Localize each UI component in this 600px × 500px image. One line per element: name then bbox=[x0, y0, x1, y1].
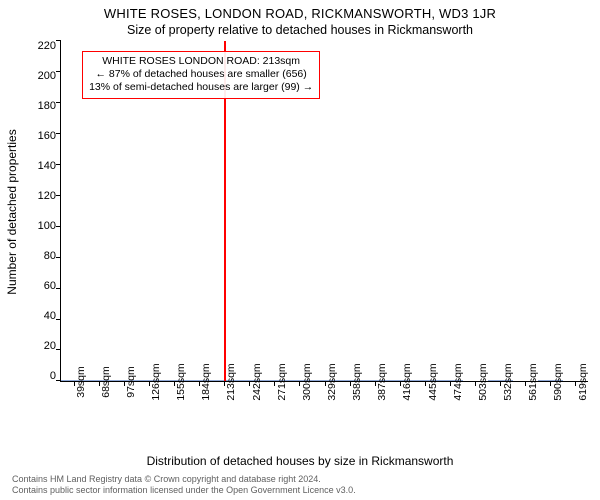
x-tick-label: 619sqm bbox=[575, 364, 589, 401]
footer-line-2: Contains public sector information licen… bbox=[12, 485, 588, 496]
x-tick-slot: 271sqm bbox=[261, 382, 286, 418]
y-tick-mark bbox=[56, 380, 61, 381]
y-tick-label: 220 bbox=[30, 41, 60, 52]
plot-area: WHITE ROSES LONDON ROAD: 213sqm← 87% of … bbox=[60, 41, 588, 382]
y-tick-label: 20 bbox=[30, 341, 60, 352]
x-tick-slot: 387sqm bbox=[362, 382, 387, 418]
footer-line-1: Contains HM Land Registry data © Crown c… bbox=[12, 474, 588, 485]
x-axis-ticks: 39sqm68sqm97sqm126sqm155sqm184sqm213sqm2… bbox=[60, 382, 588, 418]
y-tick-label: 120 bbox=[30, 191, 60, 202]
y-tick-label: 200 bbox=[30, 71, 60, 82]
x-tick-slot: 329sqm bbox=[311, 382, 336, 418]
y-tick-mark bbox=[56, 102, 61, 103]
annotation-line: ← 87% of detached houses are smaller (65… bbox=[89, 68, 313, 81]
x-tick-slot: 503sqm bbox=[462, 382, 487, 418]
annotation-line: 13% of semi-detached houses are larger (… bbox=[89, 81, 313, 94]
x-tick-slot: 97sqm bbox=[110, 382, 135, 418]
y-tick-mark bbox=[56, 133, 61, 134]
y-tick-label: 40 bbox=[30, 311, 60, 322]
x-tick-slot: 39sqm bbox=[60, 382, 85, 418]
y-axis-ticks: 020406080100120140160180200220 bbox=[30, 41, 60, 382]
y-axis-label: Number of detached properties bbox=[5, 129, 19, 294]
y-tick-mark bbox=[56, 40, 61, 41]
y-tick-label: 140 bbox=[30, 161, 60, 172]
x-tick-slot: 358sqm bbox=[337, 382, 362, 418]
x-tick-slot: 416sqm bbox=[387, 382, 412, 418]
y-tick-mark bbox=[56, 349, 61, 350]
y-tick-mark bbox=[56, 71, 61, 72]
chart-container: WHITE ROSES, LONDON ROAD, RICKMANSWORTH,… bbox=[0, 0, 600, 500]
annotation-box: WHITE ROSES LONDON ROAD: 213sqm← 87% of … bbox=[82, 51, 320, 98]
x-tick-slot: 184sqm bbox=[186, 382, 211, 418]
x-tick-slot: 155sqm bbox=[161, 382, 186, 418]
x-tick-slot: 590sqm bbox=[538, 382, 563, 418]
x-tick-slot: 561sqm bbox=[513, 382, 538, 418]
x-tick-slot: 619sqm bbox=[563, 382, 588, 418]
y-tick-mark bbox=[56, 257, 61, 258]
x-tick-slot: 242sqm bbox=[236, 382, 261, 418]
y-tick-mark bbox=[56, 288, 61, 289]
x-tick-slot: 126sqm bbox=[135, 382, 160, 418]
y-tick-mark bbox=[56, 319, 61, 320]
y-tick-mark bbox=[56, 164, 61, 165]
x-tick-slot: 68sqm bbox=[85, 382, 110, 418]
y-tick-mark bbox=[56, 195, 61, 196]
y-tick-mark bbox=[56, 226, 61, 227]
x-tick-slot: 474sqm bbox=[437, 382, 462, 418]
title-main: WHITE ROSES, LONDON ROAD, RICKMANSWORTH,… bbox=[12, 6, 588, 21]
plot-row: Number of detached properties 0204060801… bbox=[12, 41, 588, 382]
x-tick-slot: 532sqm bbox=[487, 382, 512, 418]
x-tick-slot: 213sqm bbox=[211, 382, 236, 418]
x-axis-label: Distribution of detached houses by size … bbox=[12, 454, 588, 468]
x-tick-slot: 300sqm bbox=[286, 382, 311, 418]
x-tick-slot: 445sqm bbox=[412, 382, 437, 418]
y-tick-label: 100 bbox=[30, 221, 60, 232]
footer-attribution: Contains HM Land Registry data © Crown c… bbox=[12, 474, 588, 496]
annotation-line: WHITE ROSES LONDON ROAD: 213sqm bbox=[89, 55, 313, 68]
y-axis-label-col: Number of detached properties bbox=[12, 41, 30, 382]
title-sub: Size of property relative to detached ho… bbox=[12, 23, 588, 37]
